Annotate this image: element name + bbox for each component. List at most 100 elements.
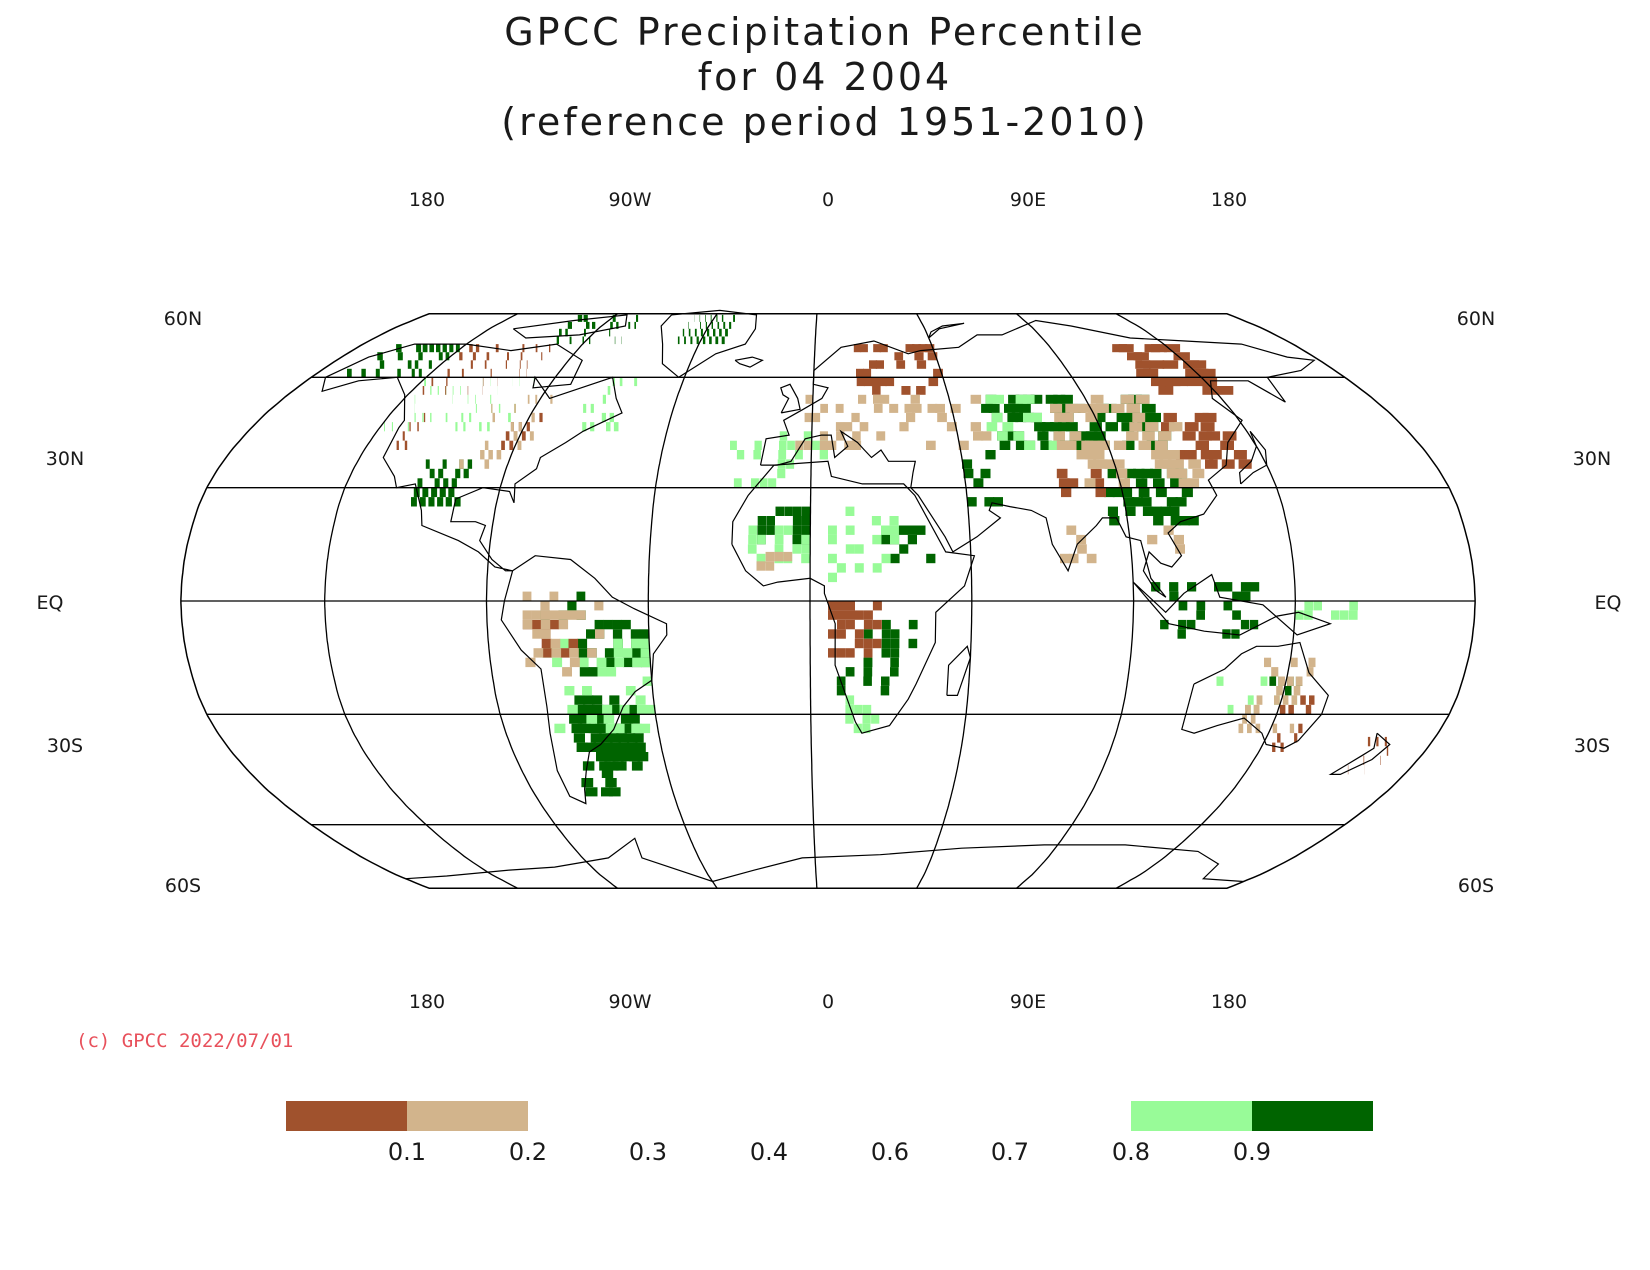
percentile-cell-wet: [463, 422, 466, 432]
coastline-segment: [321, 343, 623, 572]
percentile-cell-very-wet: [624, 733, 636, 743]
percentile-cell-very-wet: [377, 352, 383, 361]
percentile-cell-wet: [461, 412, 464, 423]
percentile-cell-dry: [1175, 468, 1188, 479]
percentile-cell-very-wet: [993, 497, 1003, 507]
percentile-cell-very-wet: [597, 723, 608, 734]
percentile-cell-very-dry: [423, 412, 426, 423]
lon-label-top-90w: 90W: [609, 189, 652, 211]
percentile-cell-very-wet: [716, 314, 718, 322]
percentile-cell-very-wet: [411, 497, 417, 507]
percentile-cell-very-wet: [610, 321, 613, 329]
percentile-cell-very-dry: [526, 422, 530, 432]
percentile-cell-wet: [783, 525, 793, 535]
coastline-segment: [780, 383, 801, 414]
percentile-cell-wet: [757, 534, 766, 545]
percentile-cell-dry: [518, 422, 522, 432]
copyright-text: (c) GPCC 2022/07/01: [76, 1030, 293, 1052]
percentile-cell-very-wet: [448, 487, 455, 498]
percentile-cell-wet: [803, 431, 812, 441]
percentile-cell-dry: [1256, 695, 1263, 705]
percentile-cell-very-wet: [1142, 506, 1154, 516]
percentile-cell-dry: [1145, 422, 1159, 432]
percentile-cell-wet: [602, 704, 613, 715]
percentile-cell-very-dry: [467, 386, 469, 395]
percentile-cell-very-wet: [454, 497, 461, 507]
percentile-cell-very-wet: [1169, 506, 1180, 516]
percentile-cell-dry: [1290, 657, 1298, 668]
percentile-cell-wet: [819, 450, 828, 460]
percentile-cell-wet: [1013, 431, 1025, 441]
percentile-cell-dry: [873, 403, 883, 413]
percentile-cell-dry: [558, 619, 569, 630]
percentile-cell-dry: [756, 561, 766, 571]
percentile-cell-very-dry: [1272, 742, 1276, 752]
percentile-cell-very-wet: [569, 714, 580, 724]
percentile-cell-very-dry: [1195, 440, 1209, 450]
percentile-cell-very-wet: [1138, 487, 1150, 498]
percentile-cell-very-dry: [1279, 704, 1286, 715]
percentile-cell-dry: [569, 648, 579, 658]
percentile-cell-dry: [1154, 459, 1167, 469]
percentile-cell-very-wet: [574, 695, 585, 705]
percentile-cell-very-dry: [879, 344, 888, 353]
percentile-cell-very-dry: [871, 377, 880, 387]
percentile-cell-very-wet: [567, 321, 572, 329]
percentile-cell-wet: [845, 506, 855, 516]
percentile-cell-dry: [1289, 723, 1295, 734]
percentile-cell-very-dry: [837, 629, 846, 639]
percentile-cell-very-dry: [896, 360, 906, 369]
percentile-cell-dry: [970, 394, 982, 404]
percentile-cell-wet: [811, 440, 820, 450]
lon-label-bottom-180e: 180: [1211, 991, 1247, 1013]
percentile-cell-wet: [801, 534, 811, 545]
percentile-cell-dry: [1096, 459, 1108, 469]
percentile-cell-very-wet: [582, 761, 595, 771]
percentile-cell-wet: [603, 714, 615, 724]
legend-swatch-dry: [407, 1101, 528, 1131]
percentile-cell-very-wet: [988, 403, 1000, 413]
percentile-cell-very-wet: [455, 468, 461, 479]
percentile-cell-very-dry: [1294, 733, 1298, 743]
percentile-cell-wet: [985, 394, 997, 404]
percentile-cell-wet: [889, 516, 899, 526]
percentile-cell-very-wet: [1073, 440, 1085, 450]
percentile-cell-very-wet: [707, 328, 710, 337]
percentile-cell-very-dry: [482, 377, 484, 387]
percentile-cell-dry: [970, 422, 981, 432]
percentile-cell-very-wet: [719, 328, 722, 337]
percentile-cell-very-wet: [1104, 487, 1115, 498]
percentile-cell-very-wet: [890, 629, 900, 639]
percentile-cell-very-wet: [463, 468, 469, 479]
percentile-cell-very-wet: [1128, 394, 1142, 404]
lon-labels-top: 180 90W 0 90E 180: [409, 189, 1247, 211]
percentile-cell-dry: [1066, 525, 1077, 535]
percentile-cell-very-wet: [801, 506, 811, 516]
percentile-cell-very-wet: [1249, 619, 1259, 630]
percentile-cell-very-wet: [700, 328, 703, 337]
percentile-cell-wet: [613, 648, 624, 658]
percentile-cell-very-dry: [872, 386, 881, 395]
percentile-cell-dry: [1173, 534, 1184, 545]
percentile-cell-wet: [1023, 394, 1035, 404]
percentile-cell-very-wet: [375, 368, 380, 378]
percentile-cell-very-dry: [539, 412, 543, 423]
percentile-cell-wet: [1023, 412, 1035, 423]
percentile-cell-very-dry: [1201, 377, 1218, 387]
percentile-cell-very-wet: [1160, 506, 1171, 516]
percentile-cell-wet: [794, 450, 803, 460]
percentile-cell-dry: [488, 450, 493, 460]
percentile-cell-dry: [550, 638, 561, 649]
percentile-cell-very-wet: [711, 321, 713, 329]
percentile-cell-very-wet: [1040, 440, 1052, 450]
percentile-cell-wet: [1304, 601, 1313, 611]
legend-tick-0-7: 0.7: [991, 1138, 1029, 1166]
percentile-cell-dry: [820, 403, 828, 413]
percentile-cell-very-wet: [1065, 422, 1078, 432]
percentile-cell-very-wet: [967, 497, 977, 507]
percentile-cell-very-wet: [603, 619, 613, 630]
percentile-cell-wet: [490, 394, 492, 404]
percentile-cell-dry: [522, 591, 532, 601]
percentile-cell-very-wet: [1060, 394, 1073, 404]
percentile-cell-very-wet: [980, 468, 991, 479]
